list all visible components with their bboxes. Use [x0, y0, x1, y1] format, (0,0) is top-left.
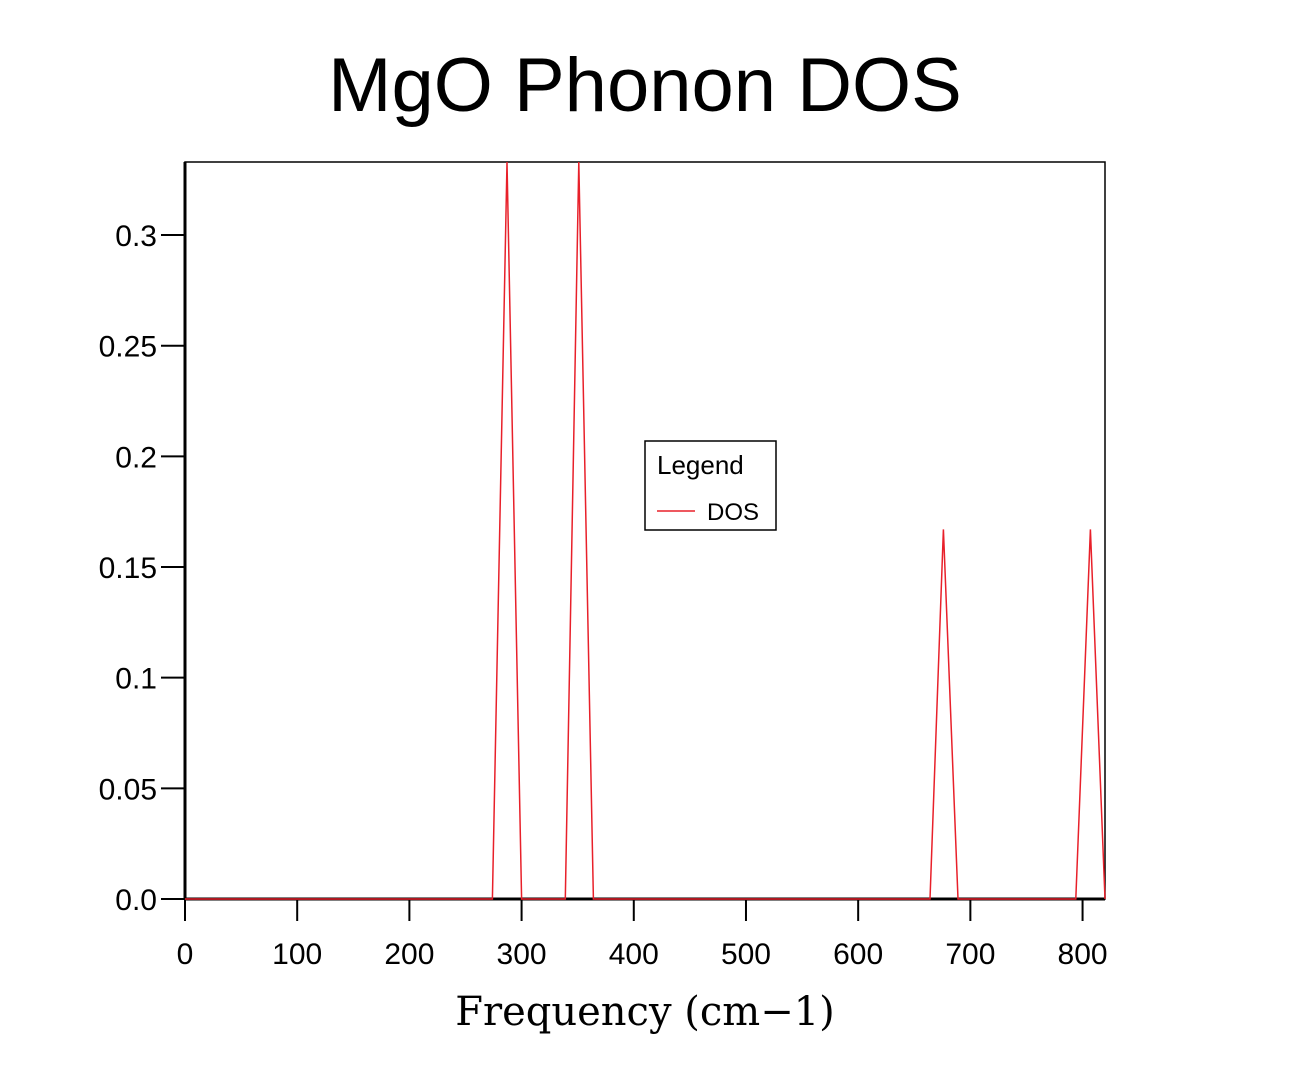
y-tick-label: 0.05 — [99, 773, 157, 806]
x-tick-label: 100 — [272, 938, 322, 971]
legend-entry-dos: DOS — [707, 499, 759, 526]
y-tick-label: 0.25 — [99, 331, 157, 364]
y-tick-label: 0.2 — [115, 441, 157, 474]
series-line-dos — [185, 161, 1106, 900]
x-tick-label: 0 — [177, 938, 194, 971]
y-tick-label: 0.0 — [115, 884, 157, 917]
legend: Legend DOS — [644, 440, 777, 531]
legend-title: Legend — [657, 450, 744, 480]
x-tick-label: 400 — [609, 938, 659, 971]
x-axis-label: Frequency (cm−1) — [455, 989, 835, 1035]
x-tick-label: 600 — [833, 938, 883, 971]
chart-title: MgO Phonon DOS — [328, 43, 962, 128]
y-tick-label: 0.1 — [115, 663, 157, 696]
y-tick-label: 0.15 — [99, 552, 157, 585]
legend-box — [644, 440, 777, 531]
x-tick-label: 200 — [384, 938, 434, 971]
y-ticks: 0.0 0.05 0.1 0.15 0.2 0.25 0.3 — [99, 220, 185, 917]
x-tick-label: 300 — [497, 938, 547, 971]
x-tick-label: 700 — [945, 938, 995, 971]
y-tick-label: 0.3 — [115, 220, 157, 253]
series-layer — [185, 161, 1106, 900]
x-ticks: 0 100 200 300 400 500 600 700 800 — [177, 899, 1108, 971]
x-tick-label: 500 — [721, 938, 771, 971]
x-tick-label: 800 — [1058, 938, 1108, 971]
